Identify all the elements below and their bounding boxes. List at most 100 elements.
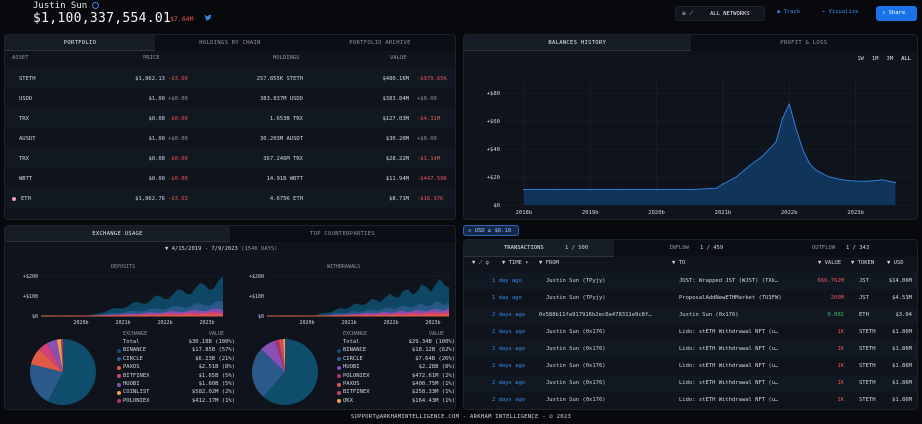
pie-slice[interactable]	[29, 364, 63, 402]
tx-from[interactable]: Justin Sun (0x176)	[546, 346, 606, 352]
transaction-row[interactable]: 1 day ago Justin Sun (TPyjy) JUST: Wrapped…	[464, 273, 917, 290]
legend-row[interactable]: BITFINEX $1.65B (5%)	[117, 373, 235, 381]
tx-time[interactable]: 2 days ago	[492, 380, 526, 386]
tab-balances-history[interactable]: BALANCES HISTORY	[464, 35, 691, 51]
pie-slice[interactable]	[263, 339, 318, 405]
tx-from[interactable]: Justin Sun (TPyjy)	[546, 295, 606, 301]
pie-slice[interactable]	[278, 339, 285, 372]
portfolio-row[interactable]: STETH $1,862.13 -$3.00 257.855K STETH $480.1…	[5, 69, 455, 89]
pie-slice[interactable]	[60, 339, 63, 372]
tab-inflow[interactable]: INFLOW 1 / 459	[669, 245, 724, 251]
tab-portfolio-archive[interactable]: PORTFOLIO ARCHIVE	[349, 40, 411, 46]
portfolio-row[interactable]: TRX $0.08 -$0.00 367.246M TRX $28.22M -$1.14M	[5, 149, 455, 169]
portfolio-row[interactable]: TRX $0.08 -$0.00 1.653B TRX $127.03M -$4.31M	[5, 109, 455, 129]
tab-outflow[interactable]: OUTFLOW 1 / 343	[812, 245, 870, 251]
tx-from[interactable]: Justin Sun (0x176)	[546, 397, 606, 403]
tx-to[interactable]: Lido: stETH Withdrawal NFT (u…	[679, 363, 779, 369]
tab-portfolio[interactable]: PORTFOLIO	[5, 35, 155, 51]
col-from[interactable]: ▼ FROM	[539, 260, 559, 266]
tx-to[interactable]: Lido: stETH Withdrawal NFT (u…	[679, 397, 779, 403]
tx-from[interactable]: Justin Sun (0x176)	[546, 380, 606, 386]
portfolio-row[interactable]: WBTT $0.00 -$0.00 14.91B WBTT $11.94M -$447.5…	[5, 169, 455, 189]
col-asset[interactable]: ASSET	[12, 55, 29, 61]
tx-to[interactable]: Justin Sun (0x176)	[679, 312, 739, 318]
tx-from[interactable]: Justin Sun (TPyjy)	[546, 278, 606, 284]
portfolio-row[interactable]: AUSDT $1.00 +$0.00 30.203M AUSDT $30.20M +$0.…	[5, 129, 455, 149]
pie-slice[interactable]	[38, 343, 63, 372]
transaction-row[interactable]: 2 days ago Justin Sun (0x176) Lido: stETH …	[464, 375, 917, 392]
legend-row[interactable]: POLONIEX $412.17M (1%)	[117, 398, 235, 406]
col-usd[interactable]: ▼ USD	[887, 260, 904, 266]
tx-time[interactable]: 1 day ago	[492, 278, 522, 284]
legend-row[interactable]: Total $29.34B (100%)	[343, 339, 455, 347]
date-range[interactable]: ▼ 4/15/2019 - 7/9/2023 (1546 DAYS)	[165, 246, 278, 252]
twitter-icon[interactable]	[204, 14, 212, 22]
col-price[interactable]: PRICE	[143, 55, 160, 61]
transaction-row[interactable]: 2 days ago Justin Sun (0x176) Lido: stETH …	[464, 324, 917, 341]
pie-slice[interactable]	[30, 349, 63, 372]
legend-row[interactable]: HUOBI $2.28B (8%)	[337, 364, 455, 372]
portfolio-row[interactable]: ETH $1,862.76 -$3.63 4.675K ETH $8.71M -$16.9…	[5, 189, 455, 209]
tx-to[interactable]: Lido: stETH Withdrawal NFT (u…	[679, 380, 779, 386]
close-icon[interactable]: ✕	[468, 228, 475, 234]
legend-row[interactable]: HUOBI $1.60B (5%)	[117, 381, 235, 389]
tx-from[interactable]: Justin Sun (0x176)	[546, 363, 606, 369]
tab-transactions[interactable]: TRANSACTIONS 1 / 500	[464, 240, 614, 257]
range-1m[interactable]: 1M	[871, 56, 879, 62]
outflow-pager[interactable]: 1 / 343	[846, 245, 870, 251]
transaction-row[interactable]: 1 day ago Justin Sun (TPyjy) ProposalAddNe…	[464, 290, 917, 307]
legend-row[interactable]: Total $30.18B (100%)	[123, 339, 235, 347]
legend-row[interactable]: PAXOS $2.51B (8%)	[117, 364, 235, 372]
transaction-row[interactable]: 2 days ago Justin Sun (0x176) Lido: stETH …	[464, 341, 917, 358]
pie-slice[interactable]	[56, 339, 63, 372]
portfolio-row[interactable]: USDD $1.00 +$0.00 383.837M USDD $383.84M +$0.…	[5, 89, 455, 109]
col-value[interactable]: ▼ VALUE	[818, 260, 842, 266]
tab-holdings-by-chain[interactable]: HOLDINGS BY CHAIN	[199, 40, 261, 46]
legend-row[interactable]: POLONIEX $472.61M (2%)	[337, 373, 455, 381]
tx-time[interactable]: 2 days ago	[492, 346, 526, 352]
tab-profit-loss[interactable]: PROFIT & LOSS	[780, 40, 828, 46]
col-to[interactable]: ▼ TO	[672, 260, 686, 266]
transaction-row[interactable]: 2 days ago Justin Sun (0x176) Lido: stETH …	[464, 392, 917, 409]
legend-row[interactable]: CIRCLE $7.64B (26%)	[337, 356, 455, 364]
tx-time[interactable]: 2 days ago	[492, 312, 526, 318]
pie-slice[interactable]	[261, 340, 285, 372]
legend-row[interactable]: OKX $164.43M (1%)	[337, 398, 455, 406]
tab-top-counterparties[interactable]: TOP COUNTERPARTIES	[309, 231, 375, 237]
legend-row[interactable]: BINANCE $18.12B (62%)	[337, 347, 455, 355]
inflow-pager[interactable]: 1 / 459	[700, 245, 724, 251]
col-holdings[interactable]: HOLDINGS	[273, 55, 300, 61]
tx-to[interactable]: Lido: stETH Withdrawal NFT (u…	[679, 346, 779, 352]
col-token[interactable]: ▼ TOKEN	[851, 260, 875, 266]
pie-slice[interactable]	[280, 339, 285, 372]
usd-filter-chip[interactable]: ✕ USD ≥ $0.10	[463, 225, 519, 236]
tx-from[interactable]: 0x588b11fa917916b2ec0a478311e9c8f…	[539, 312, 652, 318]
tx-from[interactable]: Justin Sun (0x176)	[546, 329, 606, 335]
tx-to[interactable]: ProposalAddNewETHMarket (TU3FW)	[679, 295, 782, 301]
tx-time[interactable]: 2 days ago	[492, 363, 526, 369]
tx-time[interactable]: 2 days ago	[492, 329, 526, 335]
range-1w[interactable]: 1W	[857, 56, 864, 62]
tx-to[interactable]: Lido: stETH Withdrawal NFT (u…	[679, 329, 779, 335]
col-time[interactable]: ▼ TIME ▾	[502, 260, 529, 266]
tx-to[interactable]: JUST: Wrapped JST (WJST) (TXk…	[679, 278, 779, 284]
range-all[interactable]: ALL	[901, 56, 911, 62]
pie-slice[interactable]	[46, 339, 63, 372]
tab-exchange-usage[interactable]: EXCHANGE USAGE	[5, 226, 230, 242]
track-button[interactable]: ◉ Track	[777, 9, 801, 15]
network-filter[interactable]: ≡ ⟋ ALL NETWORKS	[675, 6, 765, 21]
transaction-row[interactable]: 2 days ago Justin Sun (0x176) Lido: stETH …	[464, 358, 917, 375]
filter-icon[interactable]: ▼ ⟋ ⚲	[472, 260, 489, 266]
pie-slice[interactable]	[274, 339, 285, 372]
tx-time[interactable]: 2 days ago	[492, 397, 526, 403]
legend-row[interactable]: BINANCE $17.85B (57%)	[117, 347, 235, 355]
pie-slice[interactable]	[252, 349, 285, 397]
share-button[interactable]: ⇪ Share	[876, 6, 917, 21]
col-value[interactable]: VALUE	[390, 55, 407, 61]
pie-slice[interactable]	[282, 339, 285, 372]
transaction-row[interactable]: 2 days ago 0x588b11fa917916b2ec0a478311e9…	[464, 307, 917, 324]
transactions-pager[interactable]: 1 / 500	[565, 245, 589, 251]
legend-row[interactable]: PAXOS $400.75M (1%)	[337, 381, 455, 389]
visualize-button[interactable]: ⌁ Visualize	[822, 9, 859, 15]
tx-time[interactable]: 1 day ago	[492, 295, 522, 301]
